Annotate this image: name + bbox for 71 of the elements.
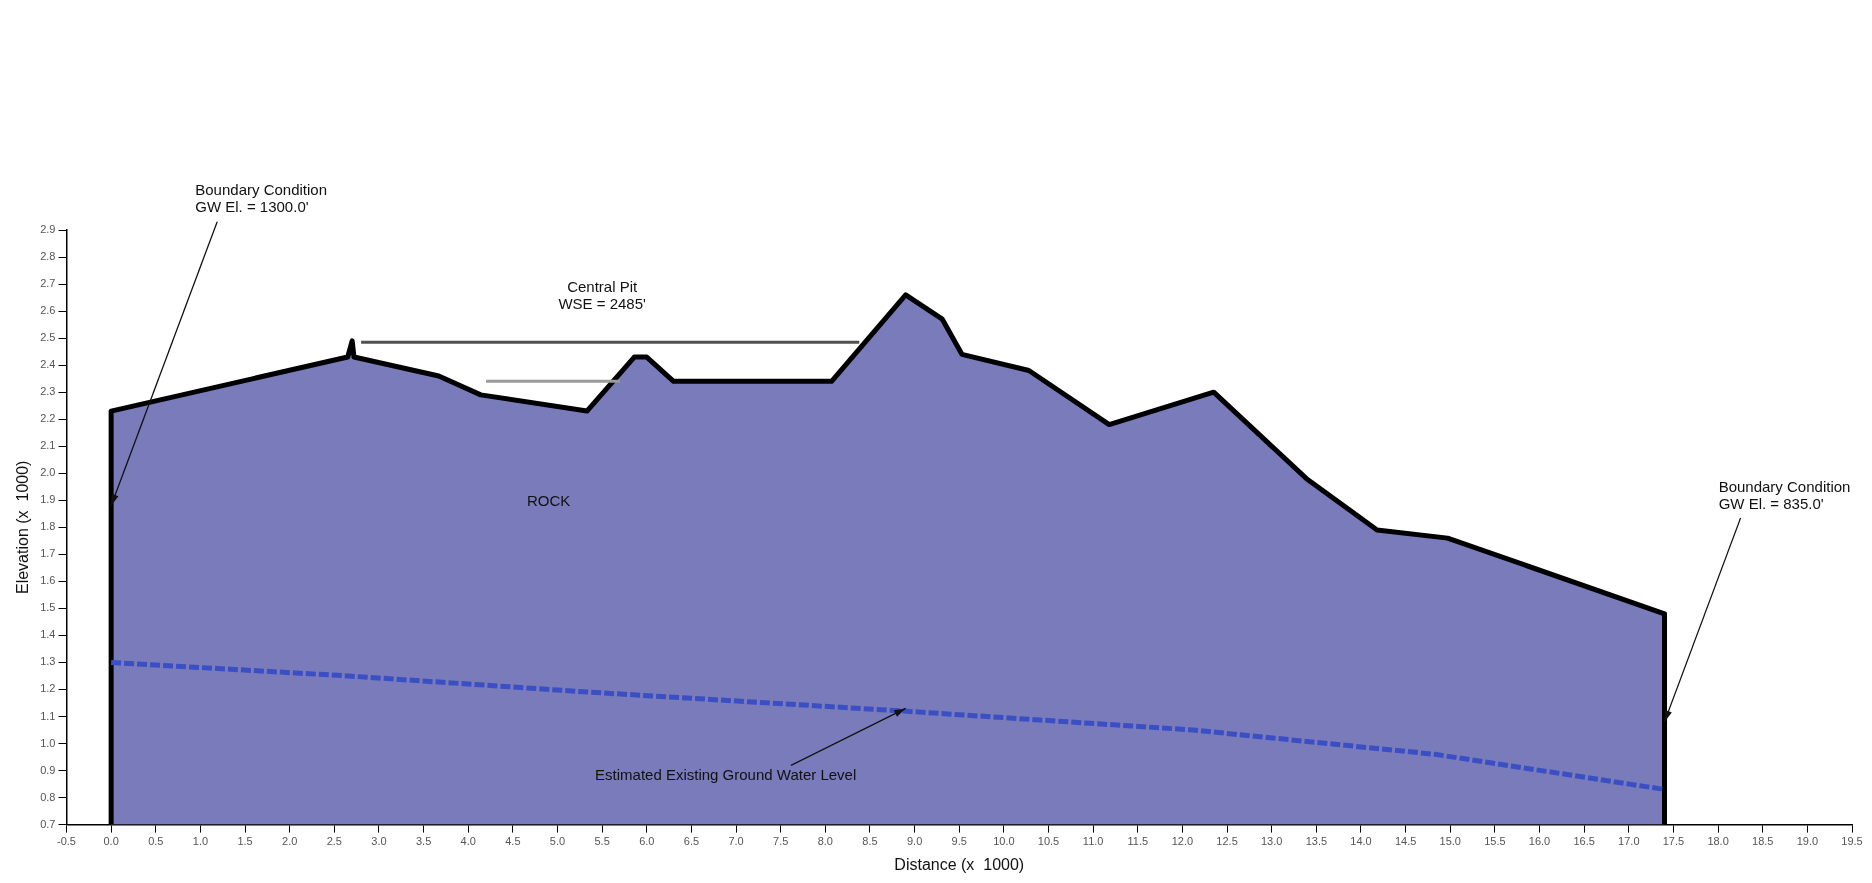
x-tick-label: 17.0 (1618, 835, 1640, 848)
y-tick-label: 1.0 (40, 736, 56, 749)
annotation: Boundary Condition GW El. = 835.0' (1718, 477, 1851, 512)
x-tick-label: 4.5 (505, 835, 521, 848)
y-tick-label: 0.8 (40, 790, 56, 803)
y-tick-label: 0.9 (40, 763, 56, 776)
x-tick-label: 2.5 (326, 835, 342, 848)
x-tick-label: 0.0 (103, 835, 119, 848)
x-tick-label: 5.5 (594, 835, 610, 848)
x-tick-label: 4.0 (460, 835, 476, 848)
y-tick-label: 1.5 (40, 601, 56, 614)
x-tick-label: 14.0 (1350, 835, 1372, 848)
x-tick-label: 11.0 (1082, 835, 1104, 848)
x-tick-label: 13.5 (1305, 835, 1328, 848)
x-tick-label: 14.5 (1394, 835, 1417, 848)
x-tick-label: 3.5 (415, 835, 432, 848)
y-tick-label: 1.7 (40, 547, 56, 560)
x-tick-label: 8.5 (862, 835, 878, 848)
y-tick-label: 2.1 (40, 439, 56, 452)
x-tick-label: 19.5 (1841, 835, 1863, 848)
y-tick-label: 2.4 (40, 358, 56, 371)
y-tick-label: 2.2 (40, 412, 56, 425)
x-tick-label: 12.5 (1216, 835, 1238, 848)
x-tick-label: 18.5 (1752, 835, 1774, 848)
y-tick-label: 2.7 (40, 277, 56, 290)
x-axis-title: Distance (x 1000) (894, 855, 1025, 873)
x-tick-label: 6.5 (683, 835, 700, 848)
x-tick-label: 8.0 (817, 835, 833, 848)
y-tick-label: 2.3 (40, 385, 56, 398)
x-tick-label: 12.0 (1171, 835, 1194, 848)
x-tick-label: 16.0 (1528, 835, 1551, 848)
x-tick-label: 1.5 (237, 835, 253, 848)
x-tick-label: 17.5 (1662, 835, 1685, 848)
y-tick-label: 2.0 (40, 466, 56, 479)
x-tick-label: 0.5 (148, 835, 164, 848)
x-tick-label: 3.0 (371, 835, 387, 848)
y-tick-label: 1.8 (40, 520, 56, 533)
y-tick-label: 1.6 (40, 574, 56, 587)
x-tick-label: -0.5 (57, 835, 76, 848)
y-tick-label: 0.7 (40, 817, 56, 830)
x-tick-label: 5.0 (549, 835, 566, 848)
annotation: Boundary Condition GW El. = 1300.0' (195, 181, 328, 216)
x-tick-label: 18.0 (1707, 835, 1729, 848)
x-tick-label: 9.5 (951, 835, 967, 848)
x-tick-label: 1.0 (192, 835, 209, 848)
x-tick-label: 2.0 (282, 835, 298, 848)
x-tick-label: 13.0 (1261, 835, 1283, 848)
x-tick-label: 19.0 (1796, 835, 1819, 848)
x-tick-label: 11.5 (1127, 835, 1149, 848)
x-tick-label: 10.5 (1037, 835, 1060, 848)
y-tick-label: 1.3 (40, 655, 56, 668)
x-tick-label: 15.5 (1484, 835, 1506, 848)
annotation: ROCK (526, 492, 571, 510)
x-tick-label: 9.0 (906, 835, 923, 848)
y-tick-label: 1.1 (40, 709, 56, 722)
y-axis-title: Elevation (x 1000) (14, 460, 32, 594)
y-tick-label: 1.2 (40, 682, 56, 695)
x-tick-label: 7.5 (773, 835, 789, 848)
y-tick-label: 2.6 (40, 304, 56, 317)
annotation: Estimated Existing Ground Water Level (595, 766, 857, 784)
y-tick-label: 1.4 (40, 628, 56, 641)
x-tick-label: 16.5 (1573, 835, 1595, 848)
y-tick-label: 2.8 (40, 250, 56, 263)
y-tick-label: 2.5 (40, 331, 56, 344)
y-tick-label: 2.9 (40, 223, 56, 236)
x-tick-label: 10.0 (993, 835, 1015, 848)
y-tick-label: 1.9 (40, 493, 56, 506)
x-tick-label: 6.0 (639, 835, 655, 848)
annotation: Central Pit WSE = 2485' (558, 277, 647, 312)
x-tick-label: 7.0 (728, 835, 744, 848)
x-tick-label: 15.0 (1439, 835, 1461, 848)
